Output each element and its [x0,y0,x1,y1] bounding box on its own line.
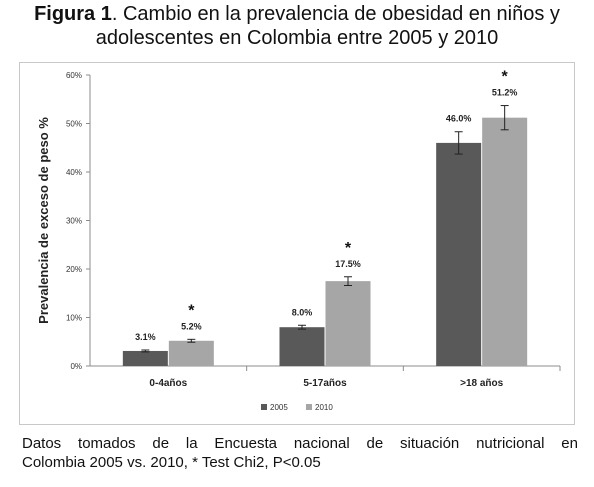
caption-line-2: Colombia 2005 vs. 2010, * Test Chi2, P<0… [22,454,321,471]
caption-line-1: Datos tomados de la Encuesta nacional de… [22,435,578,452]
data-label: 17.5% [335,259,361,269]
chart-frame [19,62,575,425]
data-label: 51.2% [492,88,518,98]
legend-swatch-2005 [261,404,267,410]
x-tick-label: 5-17años [303,378,347,389]
data-label: 8.0% [292,307,313,317]
bar-2005 [436,142,482,366]
legend-swatch-2010 [306,404,312,410]
x-tick-label: 0-4años [149,378,187,389]
bar-2005 [122,350,168,366]
significance-marker: * [502,69,509,86]
bar-2005 [279,327,325,366]
y-tick-label: 50% [66,120,82,129]
data-label: 3.1% [135,332,156,342]
bar-2010 [168,340,214,366]
legend-label: 2005 [270,403,288,412]
x-tick-label: >18 años [460,378,504,389]
figure-title-bold: Figura 1 [34,3,112,25]
figure-title-line2: adolescentes en Colombia entre 2005 y 20… [95,27,499,49]
legend-label: 2010 [315,403,333,412]
y-tick-label: 10% [66,314,82,323]
y-tick-label: 20% [66,265,82,274]
significance-marker: * [345,240,352,257]
data-label: 46.0% [446,114,472,124]
figure-title-rest: . Cambio en la prevalencia de obesidad e… [111,3,560,25]
y-axis-title: Prevalencia de exceso de peso % [36,117,51,324]
significance-marker: * [188,302,195,319]
bar-2010 [482,117,528,367]
y-tick-label: 0% [70,362,82,371]
y-tick-label: 60% [66,71,82,80]
figure-title: Figura 1. Cambio en la prevalencia de ob… [0,2,594,50]
y-tick-label: 30% [66,217,82,226]
bar-2010 [325,281,371,366]
y-tick-label: 40% [66,168,82,177]
figure-caption: Datos tomados de la Encuesta nacional de… [22,434,578,472]
data-label: 5.2% [181,321,202,331]
